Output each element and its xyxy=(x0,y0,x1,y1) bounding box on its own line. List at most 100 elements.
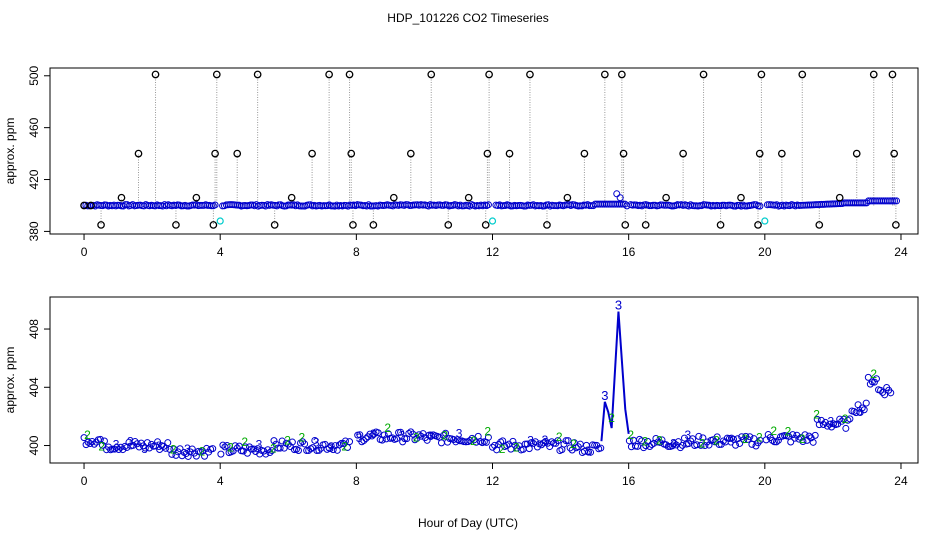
x-tick-label: 12 xyxy=(486,474,500,488)
label-2-mark: 2 xyxy=(284,434,291,448)
mean-point xyxy=(821,418,829,426)
mean-point xyxy=(503,442,511,450)
label-2-mark: 2 xyxy=(241,435,248,449)
x-tick-label: 12 xyxy=(486,245,500,259)
mean-point xyxy=(866,380,874,388)
mean-point xyxy=(466,437,474,445)
label-2-mark: 2 xyxy=(770,424,777,438)
x-tick-label: 16 xyxy=(622,245,636,259)
mean-point xyxy=(397,428,405,436)
label-2-mark: 2 xyxy=(98,439,105,453)
filtered-point xyxy=(484,201,492,209)
mean-point xyxy=(877,386,885,394)
raw-point xyxy=(369,221,378,229)
mean-point xyxy=(201,452,209,460)
x-tick-label: 20 xyxy=(758,245,772,259)
mean-point xyxy=(554,437,562,445)
raw-point xyxy=(212,70,221,79)
label-3-mark: 3 xyxy=(584,444,591,458)
raw-point xyxy=(890,149,899,158)
mean-point xyxy=(362,435,370,443)
label-3-mark: 3 xyxy=(327,441,334,455)
raw-point xyxy=(192,193,201,202)
mean-point xyxy=(815,421,823,429)
mean-point xyxy=(693,441,701,449)
mean-point xyxy=(817,416,825,424)
mean-point xyxy=(223,442,231,450)
x-tick-label: 4 xyxy=(217,474,224,488)
mean-point xyxy=(750,435,758,443)
mean-point xyxy=(327,442,335,450)
mean-point xyxy=(823,422,831,430)
raw-point xyxy=(754,221,762,229)
mean-point xyxy=(266,449,274,457)
mean-point xyxy=(325,444,333,452)
label-2-mark: 2 xyxy=(608,411,615,425)
mean-point xyxy=(388,434,396,442)
raw-point xyxy=(325,70,333,79)
mean-point xyxy=(881,391,889,399)
raw-point xyxy=(777,149,786,158)
mean-point xyxy=(98,441,106,449)
label-2-mark: 2 xyxy=(785,425,792,439)
mean-point xyxy=(299,438,307,446)
mean-point xyxy=(736,439,744,447)
raw-point xyxy=(755,149,764,158)
mean-point xyxy=(268,447,276,455)
mean-point xyxy=(219,441,227,449)
mean-point xyxy=(858,404,866,412)
filtered-point xyxy=(619,200,627,208)
mean-point xyxy=(674,438,682,446)
raw-point xyxy=(505,149,514,158)
mean-point xyxy=(311,436,319,444)
raw-point xyxy=(464,193,473,202)
mean-point xyxy=(164,439,172,447)
raw-point xyxy=(444,221,453,229)
label-3-mark: 3 xyxy=(399,428,406,442)
raw-point xyxy=(233,149,242,158)
mean-point xyxy=(852,409,860,417)
raw-point xyxy=(835,193,844,202)
mean-point xyxy=(111,445,119,453)
mean-point xyxy=(245,443,253,451)
label-2-mark: 2 xyxy=(799,432,806,446)
mean-point xyxy=(680,434,688,442)
label-2-mark: 2 xyxy=(813,408,820,422)
filtered-point xyxy=(613,190,621,198)
mean-point xyxy=(82,441,90,449)
label-3-mark: 3 xyxy=(601,388,608,403)
mean-point xyxy=(787,438,795,446)
mean-point xyxy=(468,434,476,442)
mean-point xyxy=(439,431,447,439)
mean-point xyxy=(525,445,533,453)
plot-frame xyxy=(49,296,919,464)
label-2-mark: 2 xyxy=(413,430,420,444)
mean-point xyxy=(370,430,378,438)
label-2-mark: 2 xyxy=(470,434,477,448)
y-tick-label: 400 xyxy=(27,435,41,455)
raw-point xyxy=(600,70,609,79)
filtered-point xyxy=(893,197,901,205)
raw-point xyxy=(134,149,143,158)
mean-point xyxy=(864,373,872,381)
raw-point xyxy=(621,221,630,229)
mean-point xyxy=(415,431,423,439)
y-tick-label: 380 xyxy=(27,221,41,241)
mean-point xyxy=(809,438,817,446)
mean-point xyxy=(597,444,605,452)
mean-point xyxy=(844,416,852,424)
x-tick-label: 16 xyxy=(622,474,636,488)
y-tick-label: 404 xyxy=(27,377,41,397)
y-tick-label: 420 xyxy=(27,169,41,189)
mean-point xyxy=(217,450,225,458)
mean-point xyxy=(294,446,302,454)
mean-point xyxy=(405,429,413,437)
spike-series xyxy=(600,311,630,442)
filtered-point xyxy=(889,197,897,205)
label-2-mark: 2 xyxy=(756,431,763,445)
raw-point xyxy=(406,149,415,158)
mean-point xyxy=(115,445,123,453)
label-2-mark: 2 xyxy=(870,367,877,381)
mean-point xyxy=(272,440,280,448)
